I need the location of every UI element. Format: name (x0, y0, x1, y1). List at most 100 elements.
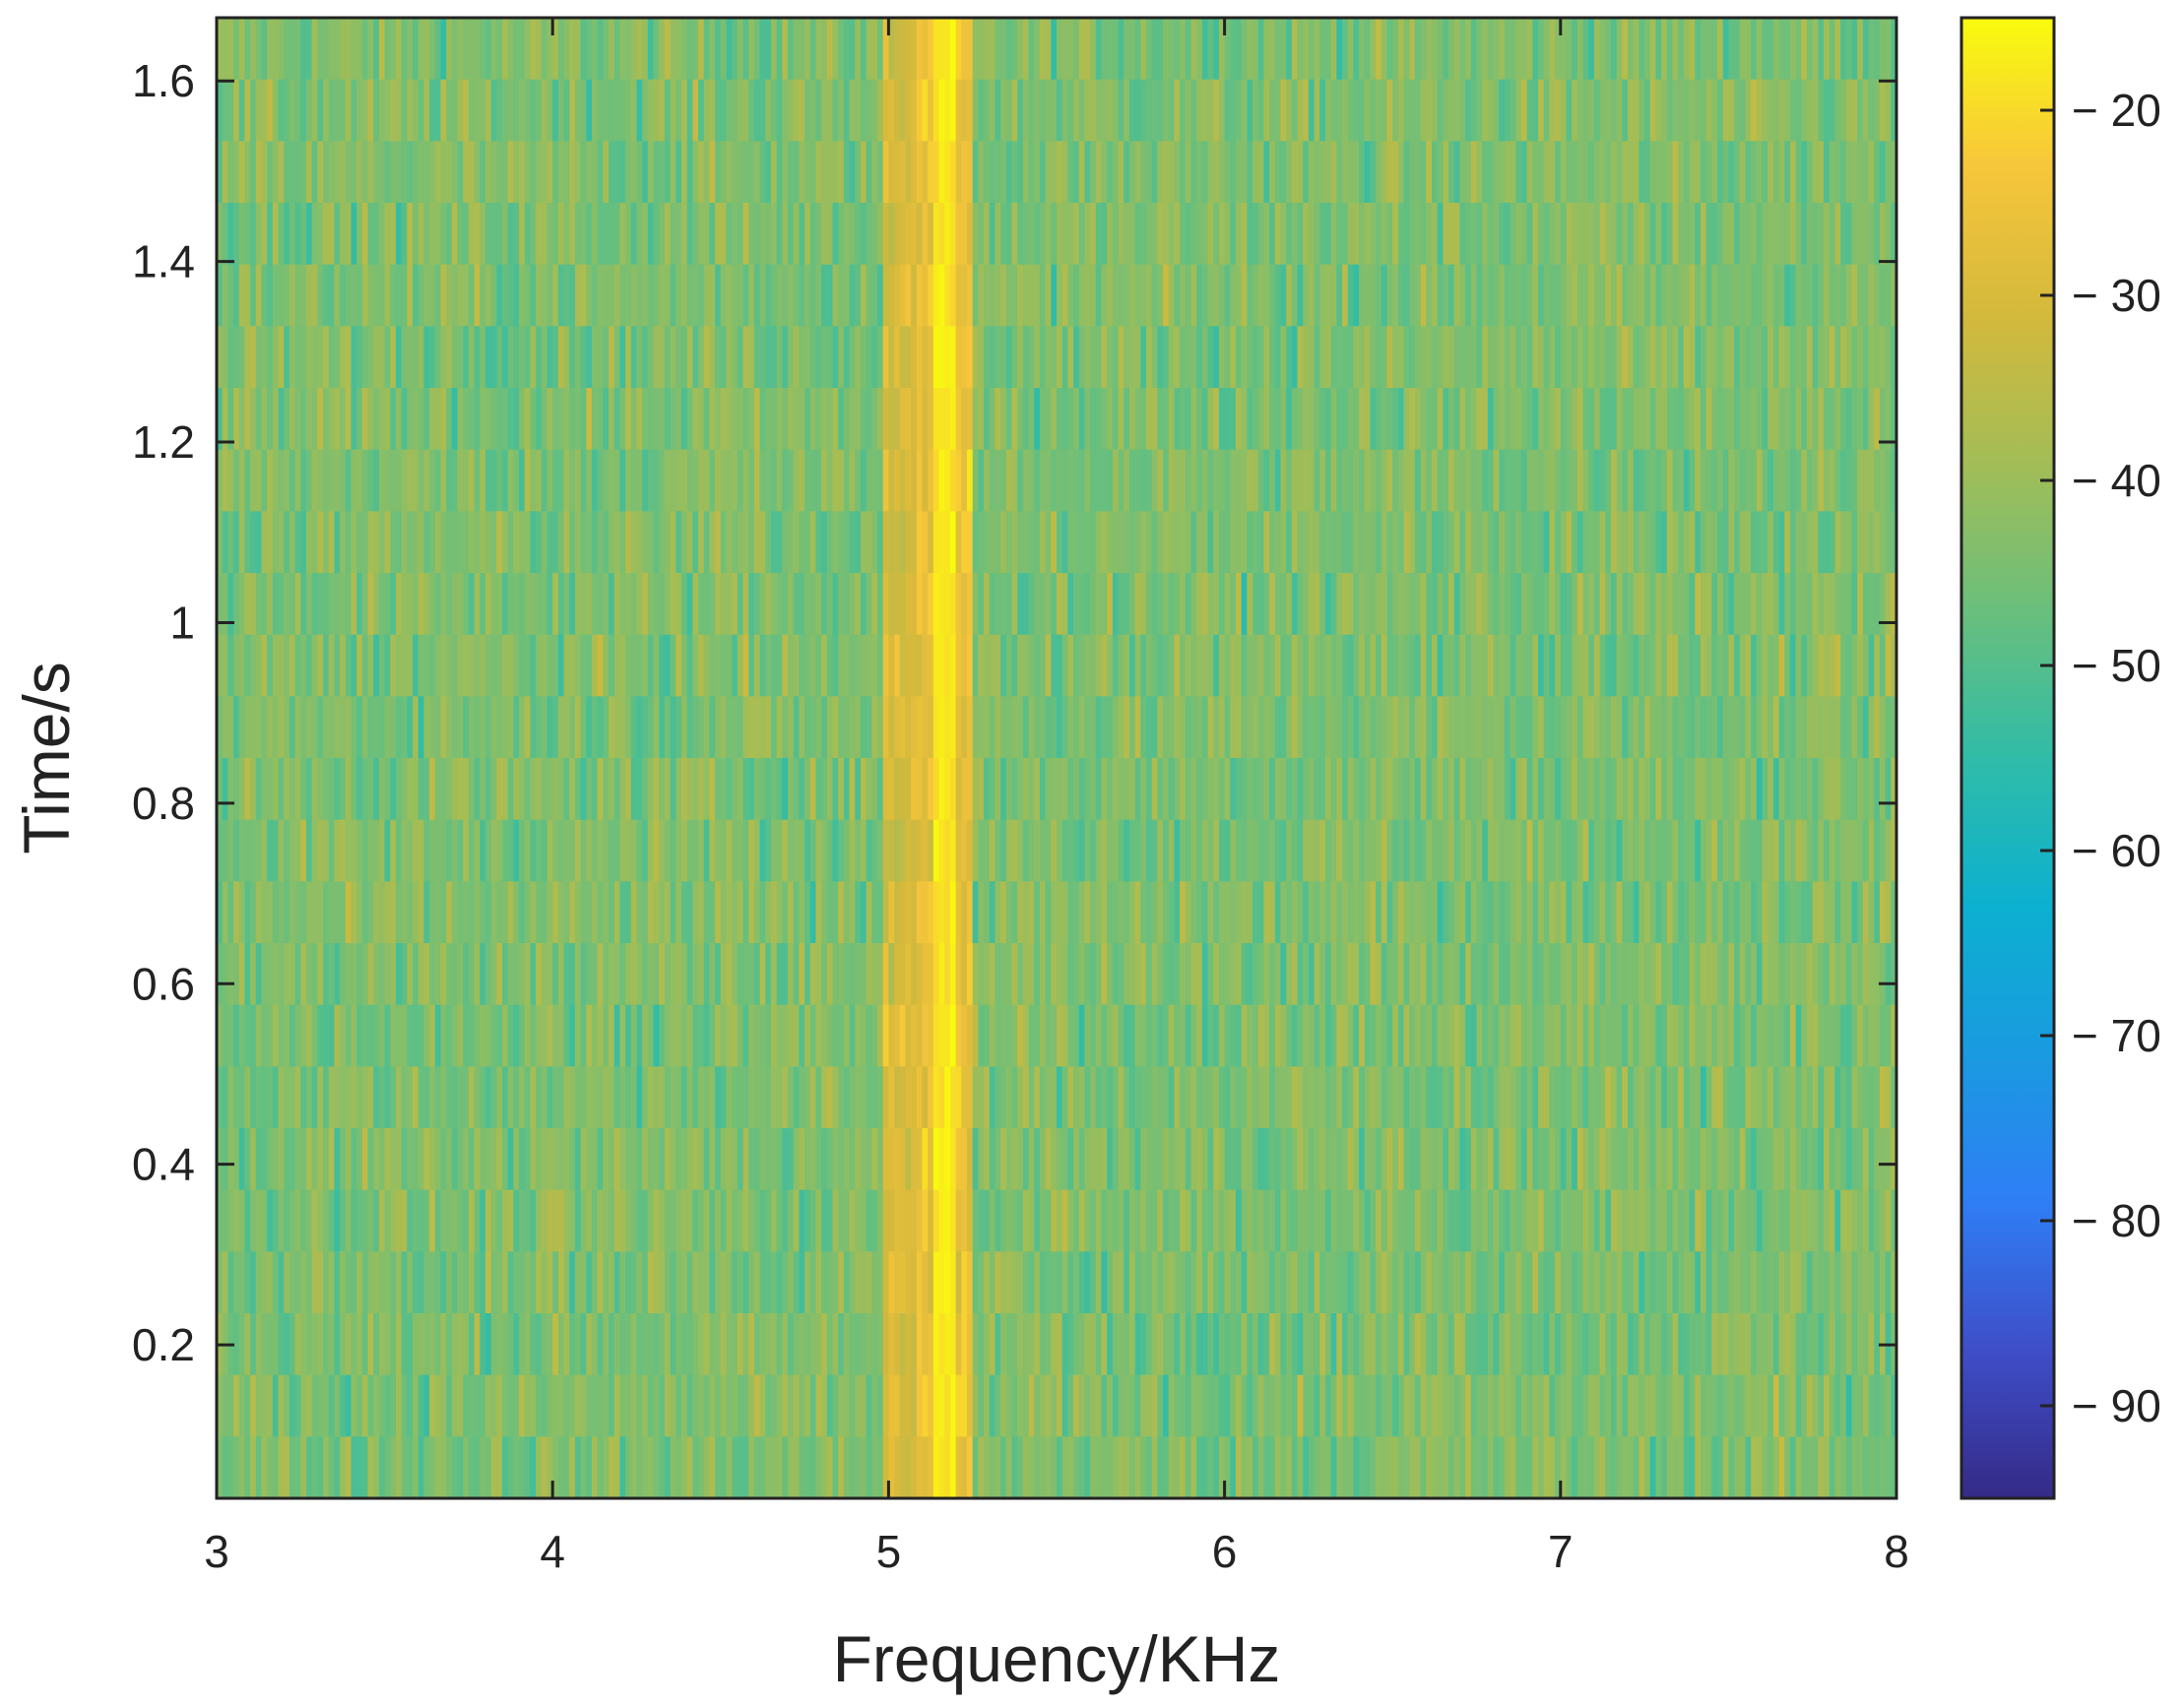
heatmap-cell (1722, 758, 1729, 821)
heatmap-cell (311, 388, 318, 451)
heatmap-cell (1795, 203, 1802, 266)
heatmap-cell (1762, 449, 1768, 512)
heatmap-cell (1549, 264, 1556, 327)
heatmap-cell (507, 819, 514, 882)
heatmap-cell (1061, 79, 1068, 142)
heatmap-cell (1330, 758, 1337, 821)
heatmap-cell (1297, 18, 1304, 81)
heatmap-cell (1107, 388, 1114, 451)
heatmap-cell (815, 634, 822, 697)
heatmap-cell (367, 819, 374, 882)
heatmap-cell (1095, 511, 1103, 574)
heatmap-cell (1067, 449, 1074, 512)
heatmap-cell (1073, 79, 1080, 142)
heatmap-cell (300, 696, 307, 759)
heatmap-cell (1124, 881, 1130, 944)
heatmap-cell (647, 388, 655, 451)
heatmap-cell (709, 141, 716, 204)
heatmap-cell (680, 449, 688, 512)
heatmap-cell (1163, 141, 1170, 204)
heatmap-cell (686, 634, 693, 697)
heatmap-cell (311, 511, 318, 574)
heatmap-cell (541, 511, 548, 574)
heatmap-cell (1868, 18, 1875, 81)
heatmap-cell (413, 203, 419, 266)
heatmap-cell (1022, 819, 1030, 882)
heatmap-cell (670, 943, 676, 1006)
heatmap-cell (1453, 141, 1461, 204)
heatmap-cell (1022, 326, 1030, 389)
heatmap-cell (261, 326, 268, 389)
heatmap-cell (1526, 326, 1533, 389)
heatmap-cell (1711, 819, 1718, 882)
heatmap-cell (1756, 696, 1764, 759)
heatmap-cell (1683, 819, 1691, 882)
heatmap-cell (932, 696, 940, 759)
heatmap-cell (1241, 881, 1248, 944)
heatmap-cell (995, 696, 1001, 759)
heatmap-cell (340, 634, 347, 697)
heatmap-cell (345, 634, 353, 697)
heatmap-cell (367, 264, 374, 327)
heatmap-cell (1185, 573, 1192, 636)
heatmap-cell (278, 388, 285, 451)
heatmap-cell (1572, 943, 1578, 1006)
heatmap-cell (1185, 943, 1192, 1006)
heatmap-cell (401, 449, 408, 512)
heatmap-cell (1163, 449, 1170, 512)
heatmap-cell (1700, 264, 1707, 327)
heatmap-cell (849, 758, 856, 821)
heatmap-cell (871, 943, 878, 1006)
heatmap-cell (1695, 449, 1702, 512)
heatmap-cell (1057, 388, 1063, 451)
heatmap-cell (967, 326, 974, 389)
heatmap-cell (592, 203, 599, 266)
heatmap-cell (877, 1004, 884, 1067)
heatmap-cell (1576, 264, 1584, 327)
heatmap-cell (776, 634, 783, 697)
heatmap-cell (664, 264, 672, 327)
heatmap-cell (238, 943, 246, 1006)
heatmap-cell (407, 141, 414, 204)
heatmap-cell (1482, 203, 1489, 266)
heatmap-cell (519, 634, 526, 697)
heatmap-cell (1767, 758, 1774, 821)
heatmap-cell (843, 79, 851, 142)
heatmap-cell (1605, 264, 1612, 327)
heatmap-cell (1061, 634, 1068, 697)
heatmap-cell (1678, 449, 1685, 512)
heatmap-cell (1510, 696, 1516, 759)
heatmap-cell (1213, 449, 1220, 512)
heatmap-cell (899, 79, 907, 142)
heatmap-cell (1101, 388, 1108, 451)
heatmap-cell (1347, 634, 1354, 697)
heatmap-cell (989, 1004, 996, 1067)
heatmap-cell (351, 203, 357, 266)
heatmap-cell (1510, 79, 1516, 142)
heatmap-cell (1622, 511, 1629, 574)
heatmap-cell (1370, 696, 1377, 759)
heatmap-cell (642, 758, 649, 821)
heatmap-cell (1005, 758, 1013, 821)
heatmap-cell (1269, 449, 1276, 512)
heatmap-cell (821, 203, 828, 266)
heatmap-cell (944, 18, 951, 81)
heatmap-cell (484, 511, 492, 574)
heatmap-cell (434, 573, 442, 636)
heatmap-cell (949, 326, 957, 389)
heatmap-cell (519, 449, 526, 512)
heatmap-cell (1045, 203, 1052, 266)
heatmap-cell (1628, 511, 1635, 574)
heatmap-cell (227, 573, 234, 636)
heatmap-cell (250, 511, 257, 574)
heatmap-cell (1728, 758, 1735, 821)
heatmap-cell (1190, 388, 1197, 451)
heatmap-cell (888, 1004, 895, 1067)
heatmap-cell (552, 18, 559, 81)
heatmap-cell (384, 943, 391, 1006)
heatmap-cell (1409, 696, 1416, 759)
heatmap-cell (788, 511, 795, 574)
heatmap-cell (238, 141, 246, 204)
heatmap-cell (519, 203, 526, 266)
heatmap-cell (1772, 696, 1780, 759)
